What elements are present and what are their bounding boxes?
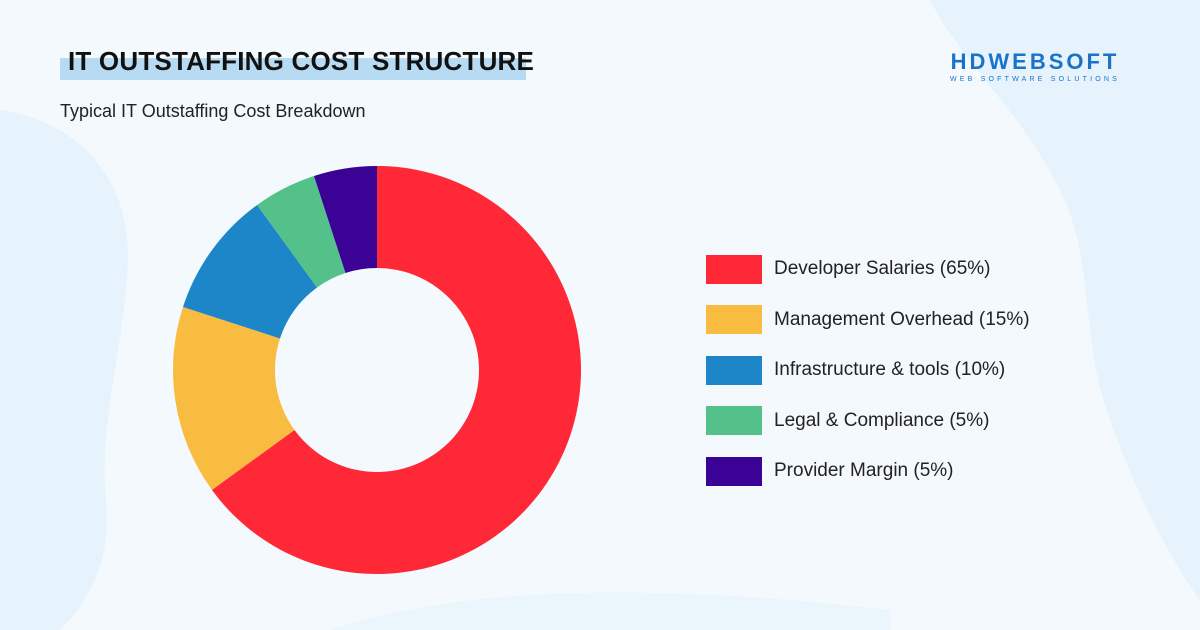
page-subtitle: Typical IT Outstaffing Cost Breakdown (60, 101, 366, 121)
donut-slice-infrastructure-tools (182, 204, 318, 339)
legend-item: Infrastructure & tools (10%) (706, 355, 1030, 385)
legend-item: Provider Margin (5%) (706, 456, 1030, 486)
logo-tagline: WEB SOFTWARE SOLUTIONS (949, 76, 1121, 83)
chart-legend: Developer Salaries (65%) Management Overh… (706, 254, 1030, 507)
donut-chart (173, 166, 581, 574)
donut-slice-developer-salaries (211, 166, 581, 574)
legend-swatch (706, 254, 762, 284)
background-blob-bottom (330, 592, 890, 630)
legend-item: Developer Salaries (65%) (706, 254, 1030, 284)
title-highlight (60, 58, 526, 80)
legend-swatch (706, 305, 762, 334)
page-title: IT OUTSTAFFING COST STRUCTURE (68, 46, 535, 76)
legend-item: Management Overhead (15%) (706, 305, 1030, 335)
hdwebsoft-logo: HDWEBSOFT WEB SOFTWARE SOLUTIONS (946, 49, 1124, 84)
logo-name: HDWEBSOFT (950, 49, 1120, 74)
legend-item: Legal & Compliance (5%) (706, 406, 1030, 436)
legend-label: Developer Salaries (65%) (774, 258, 991, 279)
legend-swatch (706, 406, 762, 435)
background-blob-left (0, 110, 129, 630)
legend-swatch (706, 456, 762, 486)
donut-slice-management-overhead (173, 306, 295, 490)
legend-label: Provider Margin (5%) (774, 460, 954, 481)
legend-label: Infrastructure & tools (10%) (774, 359, 1006, 380)
legend-swatch (706, 355, 762, 385)
donut-slice-legal-compliance (257, 175, 346, 288)
legend-label: Management Overhead (15%) (774, 308, 1030, 330)
legend-label: Legal & Compliance (5%) (774, 409, 990, 431)
background-blob-right (930, 0, 1200, 600)
donut-slice-provider-margin (313, 166, 377, 273)
title-block: IT OUTSTAFFING COST STRUCTURE (60, 44, 535, 80)
